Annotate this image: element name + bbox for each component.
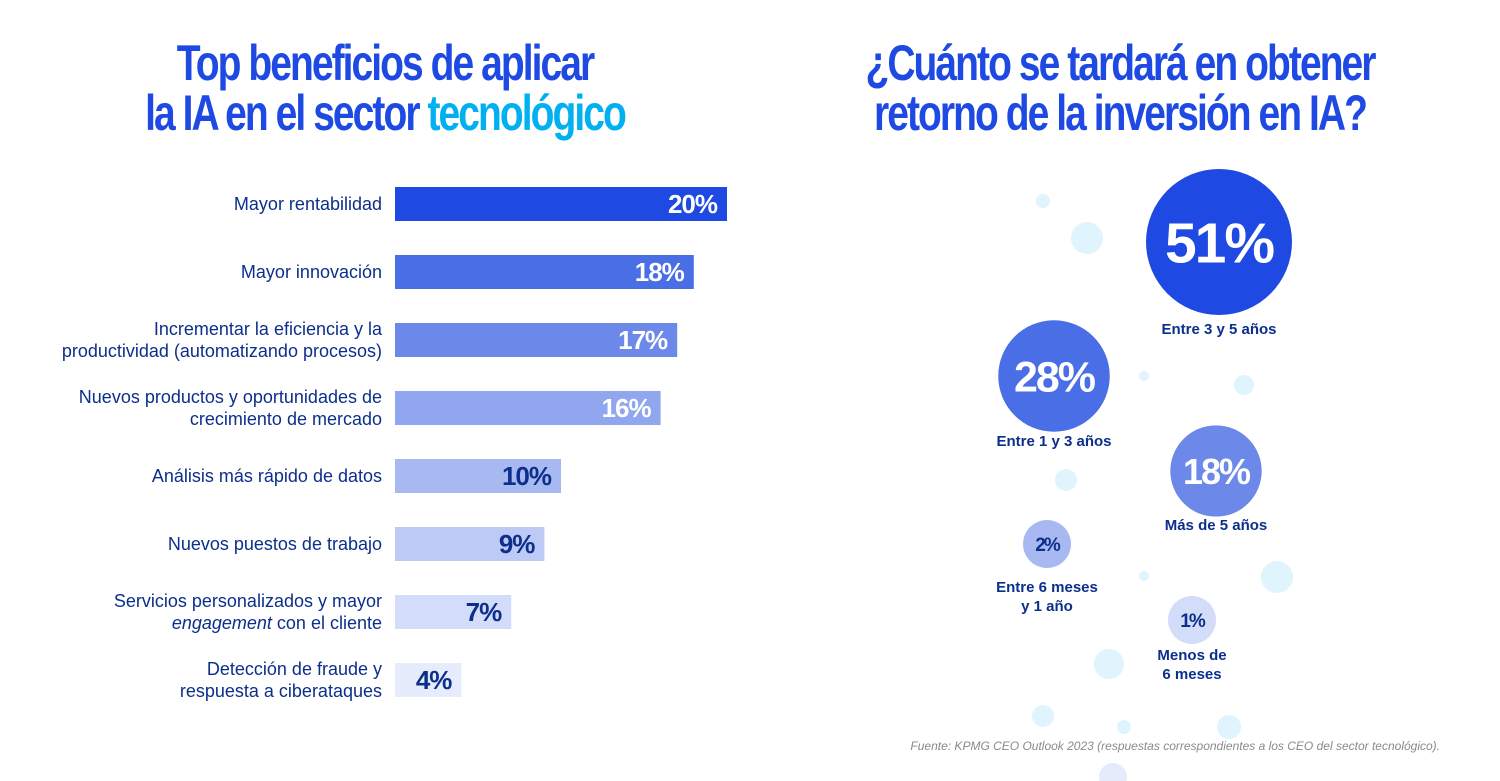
left-title-line-2-main: la IA en el sector: [145, 85, 420, 141]
benefits-bar-chart: 20% Mayor rentabilidad 18% Mayor innovación…: [62, 187, 727, 701]
decorative-bubble: [1032, 705, 1054, 727]
bar-value-label: 4%: [416, 665, 452, 695]
bar-row: 17% Incrementar la eficiencia y la product…: [62, 319, 678, 361]
bar: [395, 527, 545, 561]
category-label: Análisis más rápido de datos: [152, 466, 382, 486]
decorative-bubble: [1099, 763, 1127, 781]
left-title-line-1: Top beneficios de aplicar: [176, 35, 595, 91]
bubble-value-label: 28%: [1014, 353, 1096, 401]
bar-value-label: 9%: [499, 529, 535, 559]
decorative-bubble: [1139, 571, 1149, 581]
category-label: Incrementar la eficiencia y la productivi…: [62, 319, 383, 361]
decorative-bubble: [1071, 222, 1103, 254]
decorative-bubble: [1139, 371, 1149, 381]
bar: [395, 323, 678, 357]
bubble-item: 51% Entre 3 y 5 años: [1146, 169, 1292, 338]
bar-row: 20% Mayor rentabilidad: [234, 187, 727, 221]
bubble: [1168, 596, 1216, 644]
category-label: Nuevos productos y oportunidades de creci…: [79, 387, 382, 429]
bubble-category-label: Entre 1 y 3 años: [996, 433, 1111, 450]
bubble: [1146, 169, 1292, 315]
source-note: Fuente: KPMG CEO Outlook 2023 (respuesta…: [910, 739, 1440, 753]
category-label: Mayor innovación: [241, 262, 382, 282]
bubble-category-label: Más de 5 años: [1165, 517, 1268, 534]
bar-row: 9% Nuevos puestos de trabajo: [168, 527, 545, 561]
left-title-line-2: la IA en el sector tecnológico: [116, 88, 654, 138]
left-chart-title: Top beneficios de aplicar la IA en el se…: [116, 38, 654, 138]
bubble-item: 18% Más de 5 años: [1165, 425, 1268, 534]
bubble-value-label: 18%: [1183, 451, 1251, 492]
bar: [395, 255, 694, 289]
bubble-item: 1% Menos de 6 meses: [1157, 596, 1227, 683]
category-label: Mayor rentabilidad: [234, 194, 382, 214]
bar: [395, 595, 512, 629]
bubble-item: 2% Entre 6 meses y 1 año: [996, 520, 1098, 615]
bar: [395, 391, 661, 425]
bubble: [1023, 520, 1071, 568]
bar: [395, 663, 462, 697]
bar-value-label: 20%: [668, 189, 718, 219]
decorative-bubble: [1261, 561, 1293, 593]
bar-row: 16% Nuevos productos y oportunidades de cr…: [79, 387, 661, 429]
bubble-category-label: Entre 3 y 5 años: [1161, 321, 1276, 338]
bar-value-label: 10%: [502, 461, 552, 491]
category-label: Detección de fraude y respuesta a ciberat…: [180, 659, 382, 701]
bar: [395, 187, 727, 221]
bubble: [1170, 425, 1262, 517]
bar-row: 7% Servicios personalizados y mayor engage…: [114, 591, 512, 633]
category-label: Servicios personalizados y mayor engageme…: [114, 591, 382, 633]
right-title-line-2: retorno de la inversión en IA?: [874, 85, 1368, 141]
bar-value-label: 17%: [618, 325, 668, 355]
roi-bubble-chart: 51% Entre 3 y 5 años 28% Entre 1 y 3 años 18…: [996, 169, 1293, 781]
bar-value-label: 16%: [602, 393, 652, 423]
bubble-category-label: Entre 6 meses y 1 año: [996, 579, 1098, 615]
left-title-accent: tecnológico: [427, 85, 626, 141]
decorative-bubble: [1055, 469, 1077, 491]
bubble-item: 28% Entre 1 y 3 años: [996, 320, 1112, 450]
bubble-value-label: 2%: [1035, 535, 1061, 556]
decorative-bubble: [1094, 649, 1124, 679]
decorative-bubble: [1117, 720, 1131, 734]
right-chart-title: ¿Cuánto se tardará en obtener retorno de…: [847, 38, 1393, 138]
bubble-value-label: 1%: [1180, 611, 1206, 632]
decorative-bubble: [1217, 715, 1241, 739]
bar-value-label: 7%: [466, 597, 502, 627]
bubble-value-label: 51%: [1165, 212, 1274, 276]
bar-row: 18% Mayor innovación: [241, 255, 694, 289]
bar-row: 4% Detección de fraude y respuesta a ciber…: [180, 659, 462, 701]
bubble-category-label: Menos de 6 meses: [1157, 647, 1226, 683]
category-label: Nuevos puestos de trabajo: [168, 534, 382, 554]
right-title-line-1: ¿Cuánto se tardará en obtener: [865, 35, 1376, 91]
decorative-bubble: [1036, 194, 1050, 208]
bar: [395, 459, 561, 493]
bar-row: 10% Análisis más rápido de datos: [152, 459, 561, 493]
bar-value-label: 18%: [635, 257, 685, 287]
bubble: [998, 320, 1110, 432]
decorative-bubble: [1234, 375, 1254, 395]
